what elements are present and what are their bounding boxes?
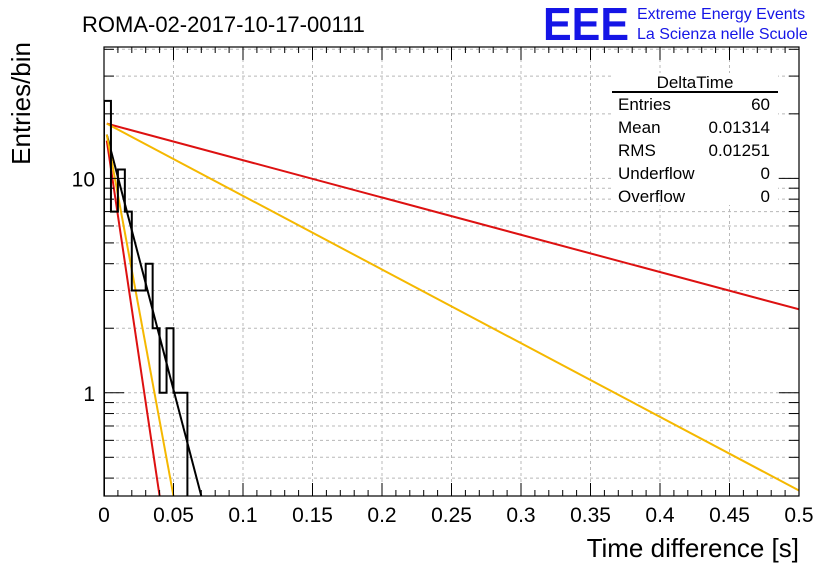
- histogram-bar: [118, 170, 125, 496]
- logo-line2: La Scienza nelle Scuole: [637, 26, 808, 43]
- histogram-bar: [146, 264, 153, 496]
- x-tick-label: 0.2: [367, 504, 396, 527]
- x-tick-label: 0.35: [570, 504, 611, 527]
- stats-row-label: Overflow: [618, 187, 686, 206]
- logo-line1: Extreme Energy Events: [637, 6, 805, 23]
- eee-logo: EEE Extreme Energy Events La Scienza nel…: [543, 0, 808, 50]
- histogram-bar: [174, 393, 181, 496]
- x-tick-label: 0: [98, 504, 110, 527]
- x-tick-label: 0.15: [292, 504, 333, 527]
- stats-row-value: 0: [761, 164, 770, 183]
- histogram-bar: [160, 393, 167, 496]
- stats-rows: Entries 60 Mean 0.01314 RMS 0.01251 Underflow 0…: [618, 95, 770, 206]
- grid: [104, 47, 799, 496]
- y-tick-labels: 1 10: [72, 168, 95, 405]
- histogram-bar: [111, 212, 118, 496]
- y-axis-title: Entries/bin: [6, 42, 36, 165]
- histogram-bar: [125, 212, 132, 496]
- chart-title: ROMA-02-2017-10-17-00111: [82, 12, 365, 37]
- y-tick-label: 10: [72, 168, 95, 191]
- stats-row-label: Mean: [618, 118, 661, 137]
- x-axis-title: Time difference [s]: [587, 533, 799, 563]
- stats-row-label: Entries: [618, 95, 671, 114]
- histogram-bar: [104, 101, 111, 496]
- stats-row-value: 0.01314: [709, 118, 770, 137]
- x-tick-label: 0.3: [506, 504, 535, 527]
- fit-curve: [105, 134, 203, 496]
- x-tick-label: 0.25: [431, 504, 472, 527]
- stats-row-label: RMS: [618, 141, 656, 160]
- axis-ticks: [103, 47, 800, 496]
- stats-row-label: Underflow: [618, 164, 695, 183]
- x-tick-label: 0.05: [153, 504, 194, 527]
- histogram-bar: [139, 290, 146, 496]
- logo-mark: EEE: [543, 0, 629, 50]
- stats-row-value: 60: [751, 95, 770, 114]
- stats-row-value: 0.01251: [709, 141, 770, 160]
- histogram-bar: [180, 393, 187, 496]
- y-tick-label: 1: [83, 383, 95, 406]
- stats-box: DeltaTime Entries 60 Mean 0.01314 RMS 0.01251…: [612, 73, 778, 206]
- stats-box-name: DeltaTime: [657, 73, 734, 92]
- stats-row-value: 0: [761, 187, 770, 206]
- x-tick-label: 0.4: [645, 504, 675, 527]
- histogram-bar: [153, 328, 160, 496]
- histogram-bar: [167, 328, 174, 496]
- x-tick-label: 0.45: [709, 504, 750, 527]
- stats-box-bg: [612, 73, 778, 205]
- histogram-bar: [132, 290, 139, 496]
- fit-curve: [106, 122, 799, 311]
- fit-curve: [105, 140, 161, 496]
- histogram: [104, 99, 189, 496]
- x-tick-labels: 0 0.05 0.1 0.15 0.2 0.25 0.3 0.35 0.4 0.45 0.5: [98, 504, 813, 527]
- histogram-outline: [104, 99, 189, 496]
- fit-curve: [106, 122, 799, 492]
- x-tick-label: 0.5: [784, 504, 813, 527]
- x-tick-label: 0.1: [228, 504, 257, 527]
